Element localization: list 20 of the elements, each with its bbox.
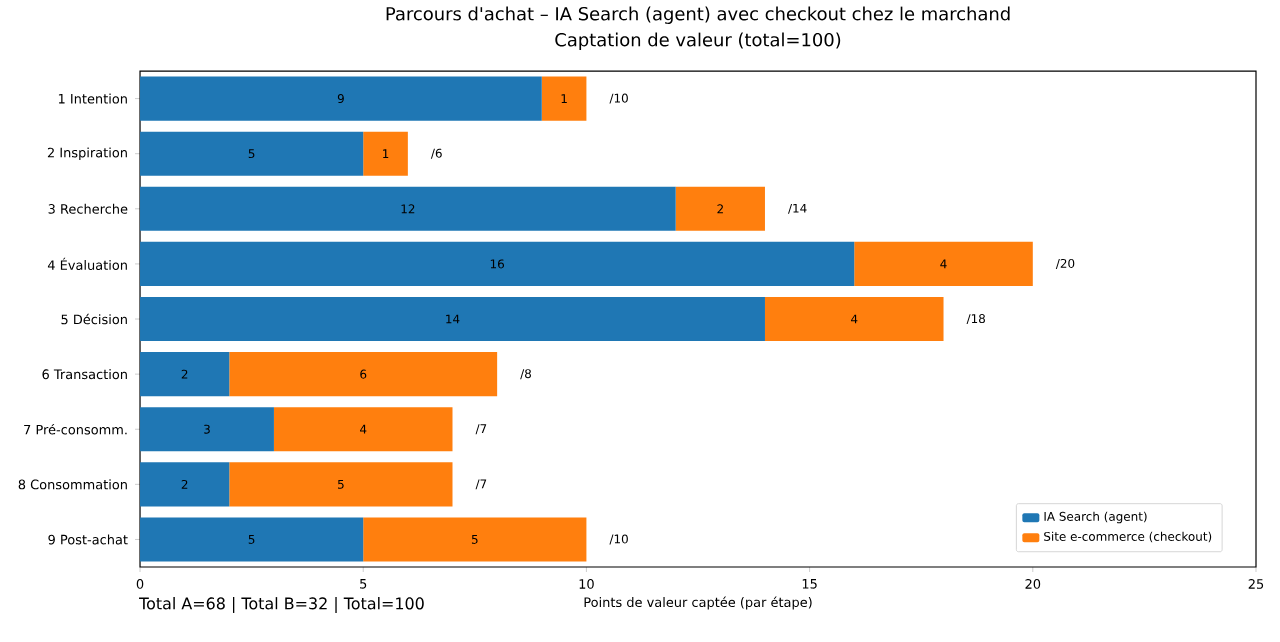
bar: [140, 517, 364, 562]
bar: [675, 187, 765, 232]
bar: [363, 517, 587, 562]
bar: [229, 352, 498, 397]
bar: [140, 297, 765, 342]
bar: [140, 132, 364, 177]
bar: [273, 407, 453, 452]
bar: [854, 242, 1033, 287]
bar: [140, 242, 855, 287]
chart-subtitle: Captation de valeur (total=100): [555, 33, 841, 51]
bar: [541, 77, 587, 122]
bar: [140, 352, 230, 397]
bar: [140, 407, 274, 452]
bar: [764, 297, 944, 342]
bar: [140, 462, 230, 507]
bar: [229, 462, 453, 507]
bar: [140, 187, 676, 232]
bar: [363, 132, 408, 177]
bar: [140, 77, 542, 122]
chart-title: Parcours d'achat – IA Search (agent) avec checkout chez le marchand: [386, 7, 1010, 25]
